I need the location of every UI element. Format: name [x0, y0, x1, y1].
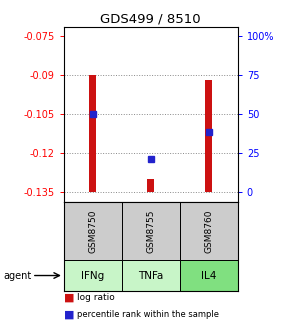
Text: log ratio: log ratio — [77, 293, 115, 302]
Bar — [122, 202, 180, 260]
Text: ■: ■ — [64, 309, 74, 319]
Bar — [64, 260, 122, 291]
Bar — [180, 202, 238, 260]
Text: IFNg: IFNg — [81, 270, 104, 281]
Text: percentile rank within the sample: percentile rank within the sample — [77, 310, 219, 319]
Text: TNFa: TNFa — [138, 270, 164, 281]
Text: GSM8755: GSM8755 — [146, 209, 155, 253]
Text: GSM8750: GSM8750 — [88, 209, 97, 253]
Bar — [122, 260, 180, 291]
Text: agent: agent — [3, 270, 31, 281]
Bar — [147, 179, 154, 193]
Bar — [205, 80, 212, 193]
Text: IL4: IL4 — [201, 270, 217, 281]
Text: GSM8760: GSM8760 — [204, 209, 213, 253]
Text: ■: ■ — [64, 292, 74, 302]
Bar — [89, 75, 96, 193]
Title: GDS499 / 8510: GDS499 / 8510 — [101, 13, 201, 26]
Bar — [180, 260, 238, 291]
Bar — [64, 202, 122, 260]
